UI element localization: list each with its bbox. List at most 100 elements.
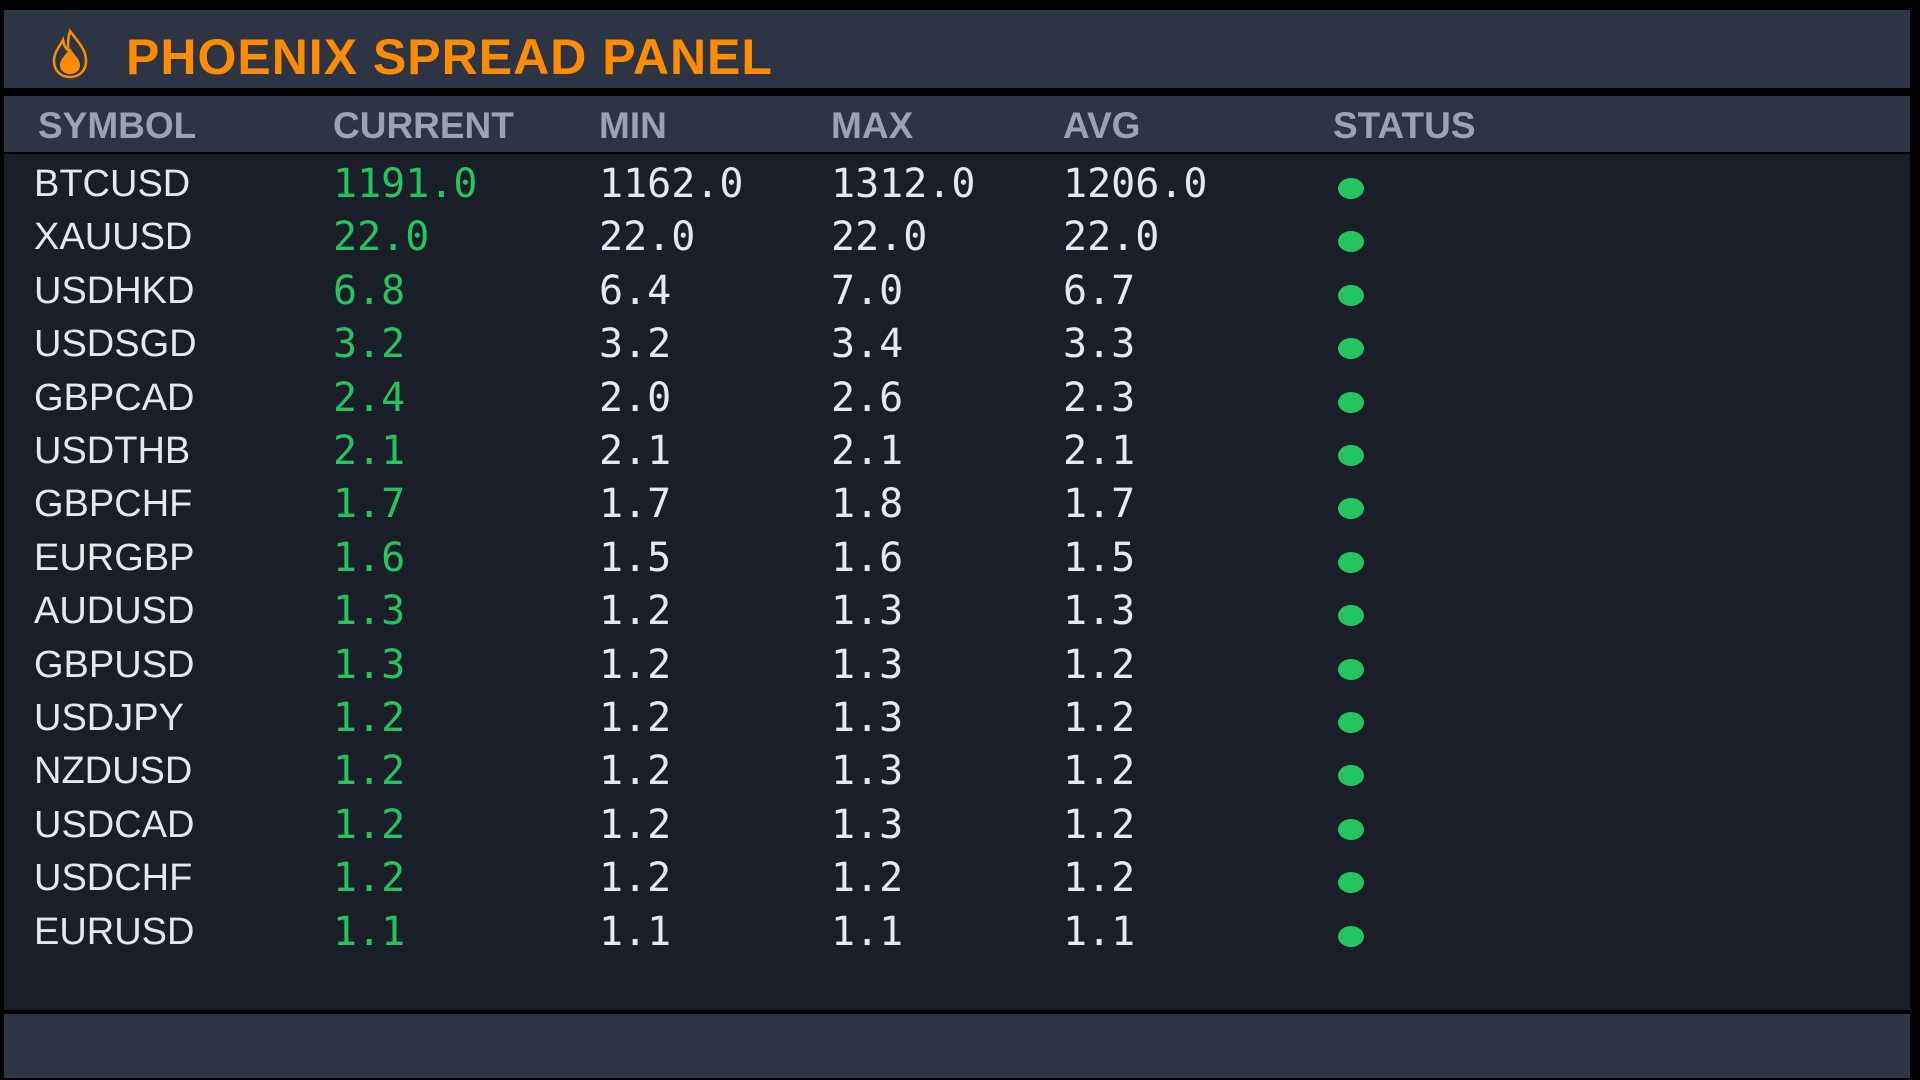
table-header: SYMBOL CURRENT MIN MAX AVG STATUS (4, 96, 1910, 152)
table-row: GBPCAD 2.4 2.0 2.6 2.3 (4, 372, 1910, 425)
min-spread-cell: 3.2 (599, 321, 672, 368)
symbol-cell: USDHKD (34, 269, 195, 312)
symbol-cell: USDSGD (34, 323, 197, 366)
max-spread-cell: 1.1 (831, 908, 904, 955)
status-dot-icon (1338, 605, 1364, 627)
current-spread-cell: 2.1 (333, 428, 406, 474)
min-spread-cell: 22.0 (599, 214, 696, 261)
max-spread-cell: 1.3 (831, 641, 904, 688)
max-spread-cell: 1.3 (831, 695, 904, 741)
avg-spread-cell: 1.2 (1063, 855, 1136, 902)
avg-spread-cell: 2.3 (1063, 374, 1136, 421)
symbol-cell: GBPCHF (34, 483, 193, 526)
spread-table-body: BTCUSD 1191.0 1162.0 1312.0 1206.0 XAUUSD 22.0… (4, 154, 1910, 1010)
current-spread-cell: 1.1 (333, 908, 406, 955)
symbol-cell: AUDUSD (34, 590, 195, 633)
column-header-min: MIN (599, 105, 667, 146)
symbol-cell: EURGBP (34, 536, 195, 579)
status-dot-icon (1338, 712, 1364, 733)
min-spread-cell: 1.2 (599, 641, 672, 688)
max-spread-cell: 1312.0 (831, 161, 976, 207)
table-row: GBPCHF 1.7 1.7 1.8 1.7 (4, 478, 1910, 531)
symbol-cell: GBPCAD (34, 376, 195, 419)
max-spread-cell: 1.3 (831, 801, 904, 848)
symbol-cell: USDTHB (34, 430, 191, 472)
symbol-cell: EURUSD (34, 910, 195, 953)
min-spread-cell: 1.5 (599, 534, 672, 581)
current-spread-cell: 6.8 (333, 267, 406, 314)
table-row: AUDUSD 1.3 1.2 1.3 1.3 (4, 585, 1910, 638)
min-spread-cell: 2.1 (599, 428, 672, 474)
min-spread-cell: 1.2 (599, 695, 672, 741)
avg-spread-cell: 1.2 (1063, 748, 1136, 795)
table-row: USDSGD 3.2 3.2 3.4 3.3 (4, 318, 1910, 371)
min-spread-cell: 1.7 (599, 481, 672, 528)
min-spread-cell: 1.2 (599, 855, 672, 902)
avg-spread-cell: 6.7 (1063, 267, 1136, 314)
table-row: GBPUSD 1.3 1.2 1.3 1.2 (4, 639, 1910, 692)
min-spread-cell: 1162.0 (599, 161, 744, 207)
symbol-cell: XAUUSD (34, 216, 193, 259)
current-spread-cell: 1.2 (333, 748, 406, 795)
symbol-cell: USDCAD (34, 803, 195, 846)
column-header-symbol: SYMBOL (38, 105, 197, 146)
current-spread-cell: 1.7 (333, 481, 406, 528)
status-dot-icon (1338, 872, 1364, 894)
flame-icon (52, 28, 88, 79)
table-row: USDHKD 6.8 6.4 7.0 6.7 (4, 265, 1910, 318)
avg-spread-cell: 1.5 (1063, 534, 1136, 581)
status-dot-icon (1338, 231, 1364, 253)
avg-spread-cell: 1.2 (1063, 641, 1136, 688)
min-spread-cell: 2.0 (599, 374, 672, 421)
table-row: USDTHB 2.1 2.1 2.1 2.1 (4, 425, 1910, 478)
status-dot-icon (1338, 551, 1364, 573)
status-dot-icon (1338, 284, 1364, 306)
table-row: USDCHF 1.2 1.2 1.2 1.2 (4, 852, 1910, 905)
max-spread-cell: 2.6 (831, 374, 904, 421)
avg-spread-cell: 2.1 (1063, 428, 1136, 474)
status-dot-icon (1338, 765, 1364, 787)
avg-spread-cell: 1206.0 (1063, 161, 1208, 207)
min-spread-cell: 1.2 (599, 801, 672, 848)
max-spread-cell: 1.6 (831, 534, 904, 581)
status-dot-icon (1338, 925, 1364, 947)
avg-spread-cell: 1.2 (1063, 695, 1136, 741)
min-spread-cell: 6.4 (599, 267, 672, 314)
status-dot-icon (1338, 178, 1364, 199)
symbol-cell: GBPUSD (34, 643, 195, 686)
avg-spread-cell: 1.3 (1063, 588, 1136, 635)
table-row: USDJPY 1.2 1.2 1.3 1.2 (4, 692, 1910, 745)
current-spread-cell: 1.3 (333, 641, 406, 688)
current-spread-cell: 1191.0 (333, 161, 478, 207)
current-spread-cell: 2.4 (333, 374, 406, 421)
symbol-cell: NZDUSD (34, 750, 193, 793)
max-spread-cell: 7.0 (831, 267, 904, 314)
title-bar: PHOENIX SPREAD PANEL (4, 10, 1910, 88)
avg-spread-cell: 1.1 (1063, 908, 1136, 955)
symbol-cell: USDCHF (34, 857, 193, 900)
column-header-avg: AVG (1063, 105, 1141, 146)
footer-bar (4, 1014, 1910, 1078)
current-spread-cell: 1.6 (333, 534, 406, 581)
avg-spread-cell: 1.2 (1063, 801, 1136, 848)
table-row: NZDUSD 1.2 1.2 1.3 1.2 (4, 745, 1910, 798)
current-spread-cell: 1.2 (333, 695, 406, 741)
status-dot-icon (1338, 445, 1364, 466)
column-header-max: MAX (831, 105, 914, 146)
current-spread-cell: 1.2 (333, 801, 406, 848)
table-row: EURGBP 1.6 1.5 1.6 1.5 (4, 532, 1910, 585)
min-spread-cell: 1.2 (599, 588, 672, 635)
max-spread-cell: 1.2 (831, 855, 904, 902)
table-row: USDCAD 1.2 1.2 1.3 1.2 (4, 799, 1910, 852)
panel-title: PHOENIX SPREAD PANEL (126, 29, 773, 85)
min-spread-cell: 1.1 (599, 908, 672, 955)
current-spread-cell: 1.3 (333, 588, 406, 635)
avg-spread-cell: 3.3 (1063, 321, 1136, 368)
symbol-cell: BTCUSD (34, 163, 191, 205)
max-spread-cell: 2.1 (831, 428, 904, 474)
min-spread-cell: 1.2 (599, 748, 672, 795)
column-header-status: STATUS (1333, 105, 1476, 146)
max-spread-cell: 3.4 (831, 321, 904, 368)
status-dot-icon (1338, 818, 1364, 840)
max-spread-cell: 1.3 (831, 588, 904, 635)
